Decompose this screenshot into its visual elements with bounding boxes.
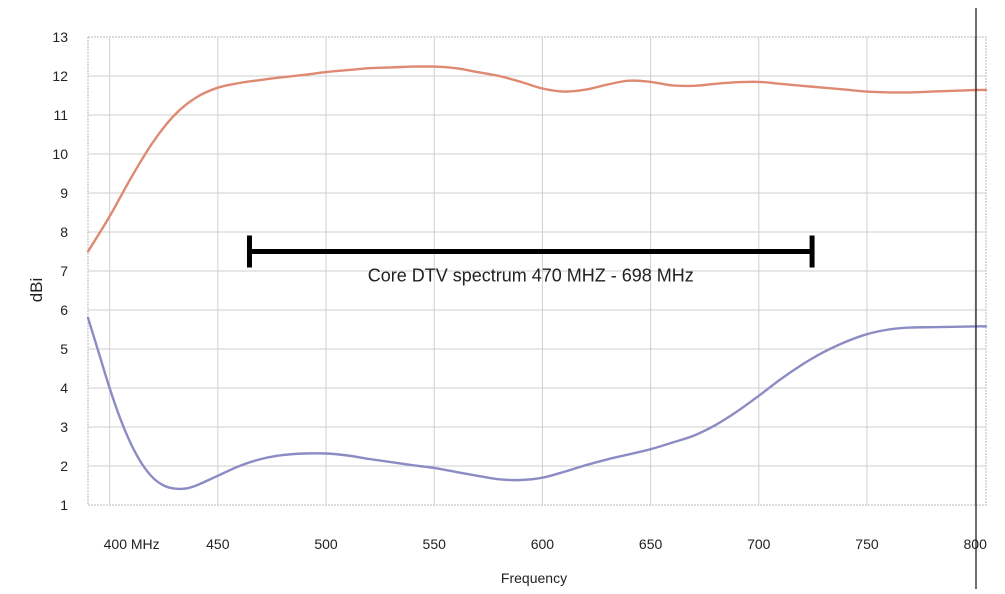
spectrum-label: Core DTV spectrum 470 MHZ - 698 MHz	[368, 266, 694, 286]
y-tick-label: 6	[60, 302, 68, 318]
y-tick-label: 9	[60, 185, 68, 201]
y-tick-label: 4	[60, 380, 68, 396]
x-tick-label: 650	[639, 536, 663, 552]
y-tick-label: 5	[60, 341, 68, 357]
y-tick-label: 7	[60, 263, 68, 279]
x-tick-label: 500	[314, 536, 338, 552]
y-tick-label: 1	[60, 497, 68, 513]
y-tick-label: 13	[52, 29, 68, 45]
y-axis-label: dBi	[27, 278, 46, 303]
y-tick-label: 12	[52, 68, 68, 84]
x-tick-label: 550	[423, 536, 447, 552]
x-tick-label: 800	[964, 536, 988, 552]
x-tick-label: 450	[206, 536, 230, 552]
x-tick-label: 750	[855, 536, 879, 552]
series-layer	[86, 65, 988, 491]
x-tick-label: 400 MHz	[104, 536, 160, 552]
y-tick-label: 3	[60, 419, 68, 435]
series-line-lower	[86, 316, 988, 491]
y-tick-label: 10	[52, 146, 68, 162]
annotation-layer: Core DTV spectrum 470 MHZ - 698 MHz	[246, 235, 815, 286]
grid-layer	[87, 36, 987, 506]
y-tick-label: 8	[60, 224, 68, 240]
y-tick-label: 2	[60, 458, 68, 474]
series-line-upper	[86, 65, 988, 253]
y-tick-label: 11	[53, 107, 68, 123]
x-tick-label: 700	[747, 536, 771, 552]
x-axis-label: Frequency	[501, 570, 567, 586]
x-tick-label: 600	[531, 536, 555, 552]
